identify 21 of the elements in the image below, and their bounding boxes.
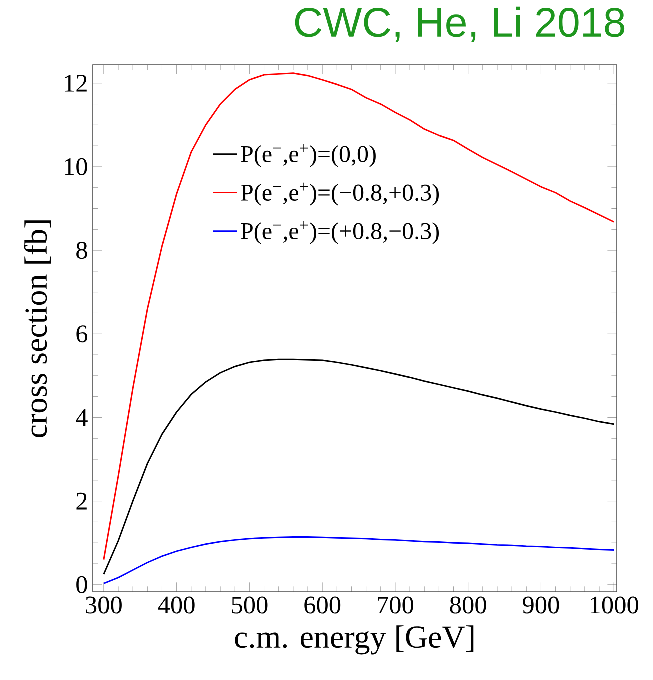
x-tick-label: 500: [232, 596, 268, 614]
x-axis-title: c.m. energy [GeV]: [235, 626, 474, 655]
y-tick-label: 0: [76, 576, 88, 594]
y-tick-label: 12: [65, 74, 87, 92]
legend-label: P(e$^{−}$,e$^{+}$)=(+0.8,−0.3): [241, 221, 440, 244]
legend-label: P(e$^{−}$,e$^{+}$)=(−0.8,+0.3): [241, 182, 440, 206]
chart-title: CWC, He, Li 2018: [295, 6, 625, 42]
x-tick-label: 800: [450, 596, 486, 614]
x-tick-label: 700: [378, 596, 414, 614]
x-tick-label: 1000: [590, 596, 638, 614]
x-tick-label: 600: [304, 596, 341, 614]
x-tick-label: 300: [86, 596, 122, 614]
y-tick-label: 8: [76, 242, 88, 260]
x-tick-label: 400: [158, 596, 195, 614]
y-axis-title: cross section [fb]: [24, 220, 52, 438]
legend-label: P(e$^{−}$,e$^{+}$)=(0,0): [241, 144, 376, 168]
y-tick-label: 4: [76, 409, 88, 426]
y-tick-label: 10: [65, 158, 88, 176]
y-tick-label: 6: [76, 326, 88, 343]
y-tick-label: 2: [76, 492, 87, 510]
x-tick-label: 900: [523, 596, 560, 614]
